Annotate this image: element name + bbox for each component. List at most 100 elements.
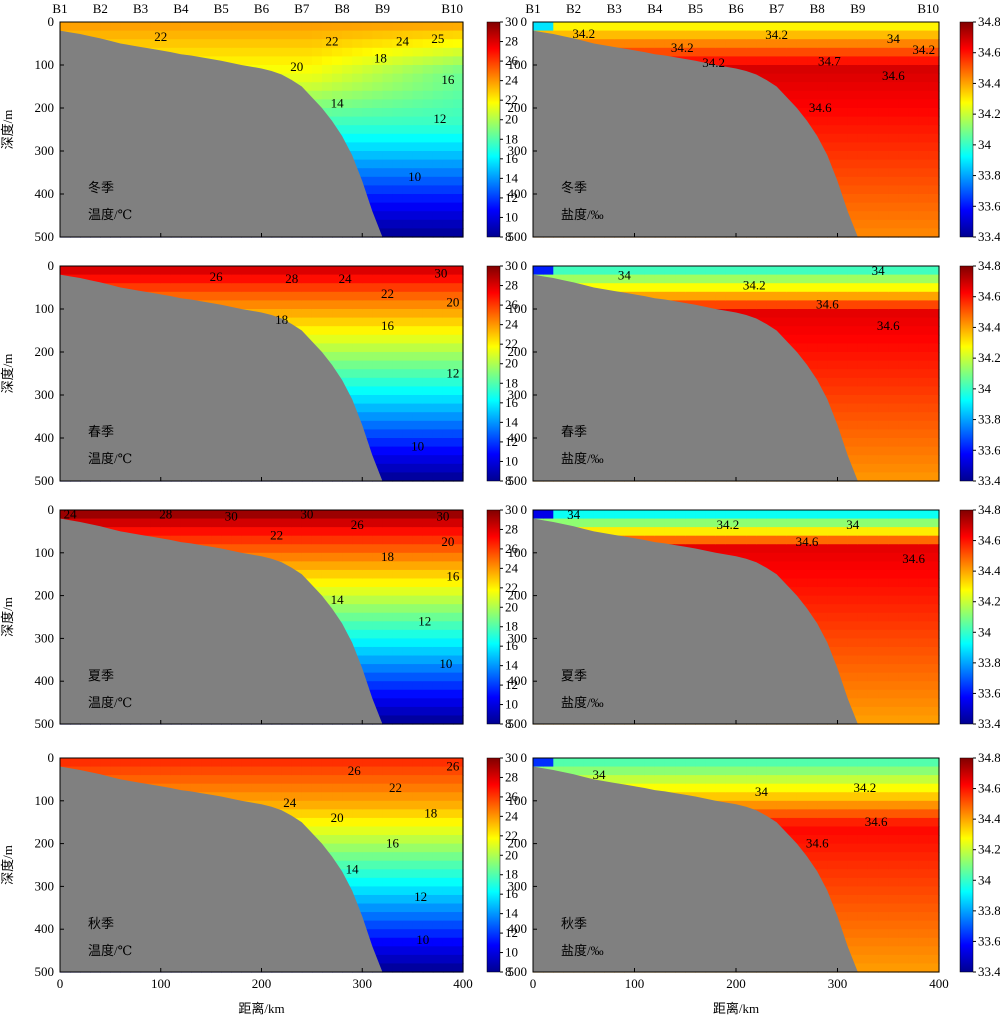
seafloor-topography [60, 510, 383, 724]
colorbar: 33.4 33.6 33.8 34 34.2 34.4 34.6 34.8 [959, 14, 1000, 244]
y-tick-label: 300 [508, 630, 528, 645]
colorbar-tick-label: 33.8 [978, 903, 1000, 918]
colorbar-tick-label: 22 [505, 336, 518, 351]
panel-temperature-0: 0 100 200 300 400 500 22 22 24 25 20 18 16 14 12 10 冬季温度… [0, 14, 519, 244]
x-tick-label: 300 [353, 976, 373, 991]
colorbar: 8 10 12 14 16 18 20 22 24 26 28 30 [486, 750, 519, 979]
contour-label: 34.6 [902, 551, 925, 566]
y-tick-label: 500 [508, 716, 528, 731]
seafloor-topography [533, 266, 858, 481]
colorbar-tick-label: 18 [505, 867, 518, 882]
colorbar-tick-label: 16 [505, 151, 519, 166]
y-tick-label: 0 [521, 14, 528, 29]
contour-label: 20 [331, 810, 344, 825]
contour-label: 20 [446, 295, 459, 310]
contour-label: 12 [418, 613, 431, 628]
colorbar-tick-label: 34.6 [978, 533, 1000, 548]
contour-label: 26 [348, 763, 362, 778]
x-axis-title: 距离/km [238, 1001, 284, 1016]
y-axis-title: 深度/m [0, 845, 15, 885]
contour-label: 24 [283, 795, 297, 810]
colorbar-tick-label: 34.8 [978, 750, 1000, 765]
y-tick-label: 0 [48, 258, 55, 273]
station-labels: B1 B2 B3 B4 B5 B6 B7 B8 B9 B10 B1 B2 B3 B4 B5 B6 B7 B8 B9 B… [52, 1, 939, 16]
y-tick-label: 0 [48, 502, 55, 517]
station-label: B1 [525, 1, 540, 16]
y-tick-label: 100 [35, 57, 55, 72]
y-tick-label: 100 [508, 793, 528, 808]
colorbar-tick-label: 14 [505, 906, 519, 921]
contour-label: 10 [408, 169, 421, 184]
colorbar-tick-label: 24 [505, 560, 519, 575]
station-label: B8 [810, 1, 825, 16]
colorbar-tick-label: 16 [505, 638, 519, 653]
colorbar-tick-label: 34.4 [978, 811, 1000, 826]
colorbar-tick-label: 14 [505, 170, 519, 185]
colorbar-gradient [486, 21, 501, 238]
season-label: 春季 [88, 424, 114, 439]
season-label: 夏季 [561, 668, 587, 683]
colorbar-tick-label: 12 [505, 190, 518, 205]
station-label: B10 [441, 1, 463, 16]
contour-label: 24 [339, 271, 353, 286]
y-tick-label: 0 [521, 750, 528, 765]
colorbar-tick-label: 30 [505, 14, 518, 29]
contour-label: 28 [159, 506, 172, 521]
panel-temperature-1: 0 100 200 300 400 500 26 28 24 30 22 20 18 16 12 10 春季温度… [0, 258, 519, 488]
contour-label: 12 [433, 111, 446, 126]
y-tick-label: 100 [35, 301, 55, 316]
contour-label: 16 [386, 836, 400, 851]
y-tick-label: 500 [35, 716, 55, 731]
colorbar-tick-label: 12 [505, 677, 518, 692]
contour-label: 26 [210, 269, 224, 284]
colorbar-tick-label: 34.6 [978, 45, 1000, 60]
y-tick-label: 400 [508, 186, 528, 201]
y-tick-label: 500 [508, 473, 528, 488]
contour-label: 10 [411, 439, 424, 454]
colorbar-tick-label: 34.8 [978, 502, 1000, 517]
contour-label: 22 [154, 29, 167, 44]
contour-label: 34.2 [717, 517, 740, 532]
colorbar-tick-label: 33.4 [978, 229, 1000, 244]
contour-label: 20 [441, 534, 454, 549]
x-tick-label: 200 [726, 976, 746, 991]
contour-label: 12 [414, 889, 427, 904]
contour-label: 34.2 [671, 40, 694, 55]
seafloor-topography [60, 266, 383, 481]
colorbar-tick-label: 18 [505, 619, 518, 634]
station-label: B5 [688, 1, 703, 16]
colorbar-tick-label: 14 [505, 414, 519, 429]
y-tick-label: 400 [508, 921, 528, 936]
season-label: 冬季 [561, 180, 587, 195]
colorbar-tick-label: 14 [505, 658, 519, 673]
station-label: B4 [173, 1, 189, 16]
seafloor-topography [533, 510, 858, 724]
colorbar-tick-label: 33.4 [978, 964, 1000, 979]
colorbar: 8 10 12 14 16 18 20 22 24 26 28 30 [486, 14, 519, 244]
station-label: B4 [647, 1, 663, 16]
contour-label: 34.2 [765, 27, 788, 42]
y-tick-label: 0 [521, 258, 528, 273]
y-tick-label: 100 [508, 301, 528, 316]
colorbar-tick-label: 28 [505, 521, 518, 536]
contour-label: 28 [285, 271, 298, 286]
colorbar-tick-label: 20 [505, 356, 518, 371]
colorbar-tick-label: 16 [505, 886, 519, 901]
y-tick-label: 400 [35, 430, 55, 445]
y-tick-label: 500 [508, 229, 528, 244]
y-tick-label: 400 [35, 673, 55, 688]
colorbar-tick-label: 33.8 [978, 168, 1000, 183]
colorbar-tick-label: 34.6 [978, 781, 1000, 796]
contour-label: 22 [270, 528, 283, 543]
contour-label: 34.6 [796, 534, 819, 549]
colorbar-tick-label: 22 [505, 92, 518, 107]
y-tick-label: 200 [508, 836, 528, 851]
contour-label: 12 [446, 366, 459, 381]
colorbar-tick-label: 26 [505, 541, 519, 556]
colorbar-tick-label: 26 [505, 53, 519, 68]
season-label: 秋季 [88, 916, 114, 931]
y-tick-label: 500 [508, 964, 528, 979]
station-label: B10 [917, 1, 939, 16]
contour-label: 18 [424, 806, 437, 821]
